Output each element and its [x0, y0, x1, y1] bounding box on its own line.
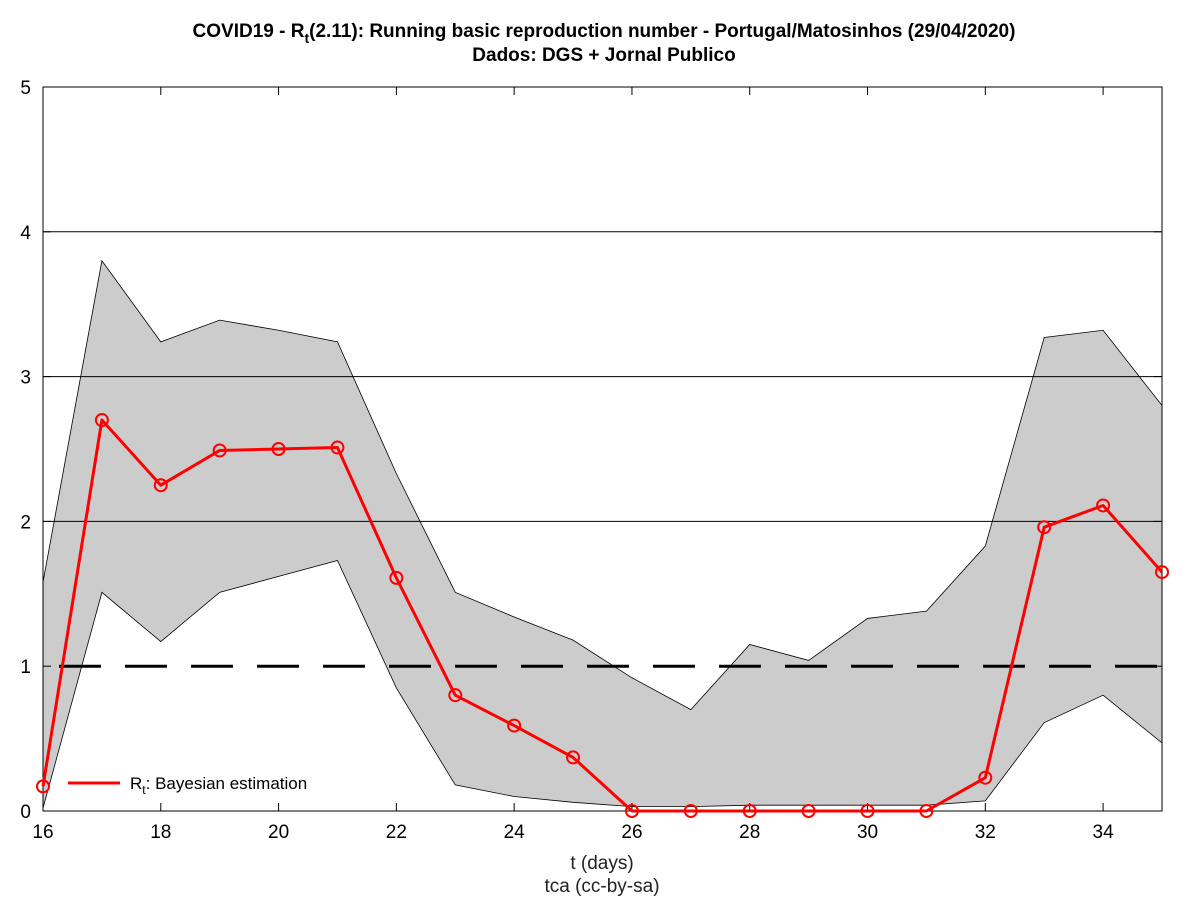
- y-tick-label: 3: [20, 368, 31, 389]
- data-point: [1155, 565, 1169, 580]
- chart-title: COVID19 - Rt(2.11): Running basic reprod…: [193, 21, 1016, 46]
- x-tick-label: 28: [739, 822, 760, 843]
- x-tick-label: 34: [1093, 822, 1115, 843]
- data-point: [330, 440, 345, 455]
- data-point: [742, 804, 757, 818]
- y-tick-label: 4: [20, 223, 31, 244]
- data-point: [1037, 520, 1052, 535]
- y-tick-label: 0: [20, 802, 31, 823]
- data-point: [566, 750, 581, 765]
- x-tick-label: 30: [857, 822, 878, 843]
- data-point: [624, 804, 639, 818]
- x-tick-label: 22: [386, 822, 407, 843]
- data-point: [919, 804, 934, 818]
- data-point: [683, 804, 698, 818]
- band-area: [42, 259, 1163, 809]
- data-point: [389, 570, 404, 585]
- x-tick-label: 24: [504, 822, 526, 843]
- data-point: [271, 442, 286, 456]
- series: [36, 413, 1169, 818]
- data-point: [860, 804, 875, 818]
- x-tick-label: 26: [621, 822, 642, 843]
- x-tick-label: 16: [32, 822, 53, 843]
- data-point: [507, 718, 522, 733]
- data-point: [212, 443, 227, 458]
- y-tick-label: 2: [20, 512, 31, 533]
- x-tick-label: 18: [150, 822, 171, 843]
- grid: [43, 231, 1162, 522]
- data-point: [448, 688, 463, 703]
- x-axis-label: t (days): [570, 853, 633, 874]
- series-line: [41, 418, 1164, 813]
- legend: Rt: Bayesian estimation: [68, 774, 307, 797]
- x-tick-label: 32: [975, 822, 996, 843]
- legend-label: Rt: Bayesian estimation: [130, 774, 307, 797]
- data-point: [1096, 498, 1111, 513]
- data-point: [153, 478, 168, 493]
- data-point: [94, 413, 109, 428]
- data-point: [978, 770, 993, 785]
- data-point: [36, 779, 50, 794]
- y-tick-label: 1: [20, 657, 31, 678]
- plot-frame: [42, 86, 1163, 812]
- x-tick-label: 20: [268, 822, 289, 843]
- chart-subtitle: Dados: DGS + Jornal Publico: [472, 45, 735, 66]
- credit-label: tca (cc-by-sa): [544, 876, 659, 897]
- data-point: [801, 804, 816, 818]
- y-tick-label: 5: [20, 78, 31, 99]
- confidence-band: [42, 259, 1163, 809]
